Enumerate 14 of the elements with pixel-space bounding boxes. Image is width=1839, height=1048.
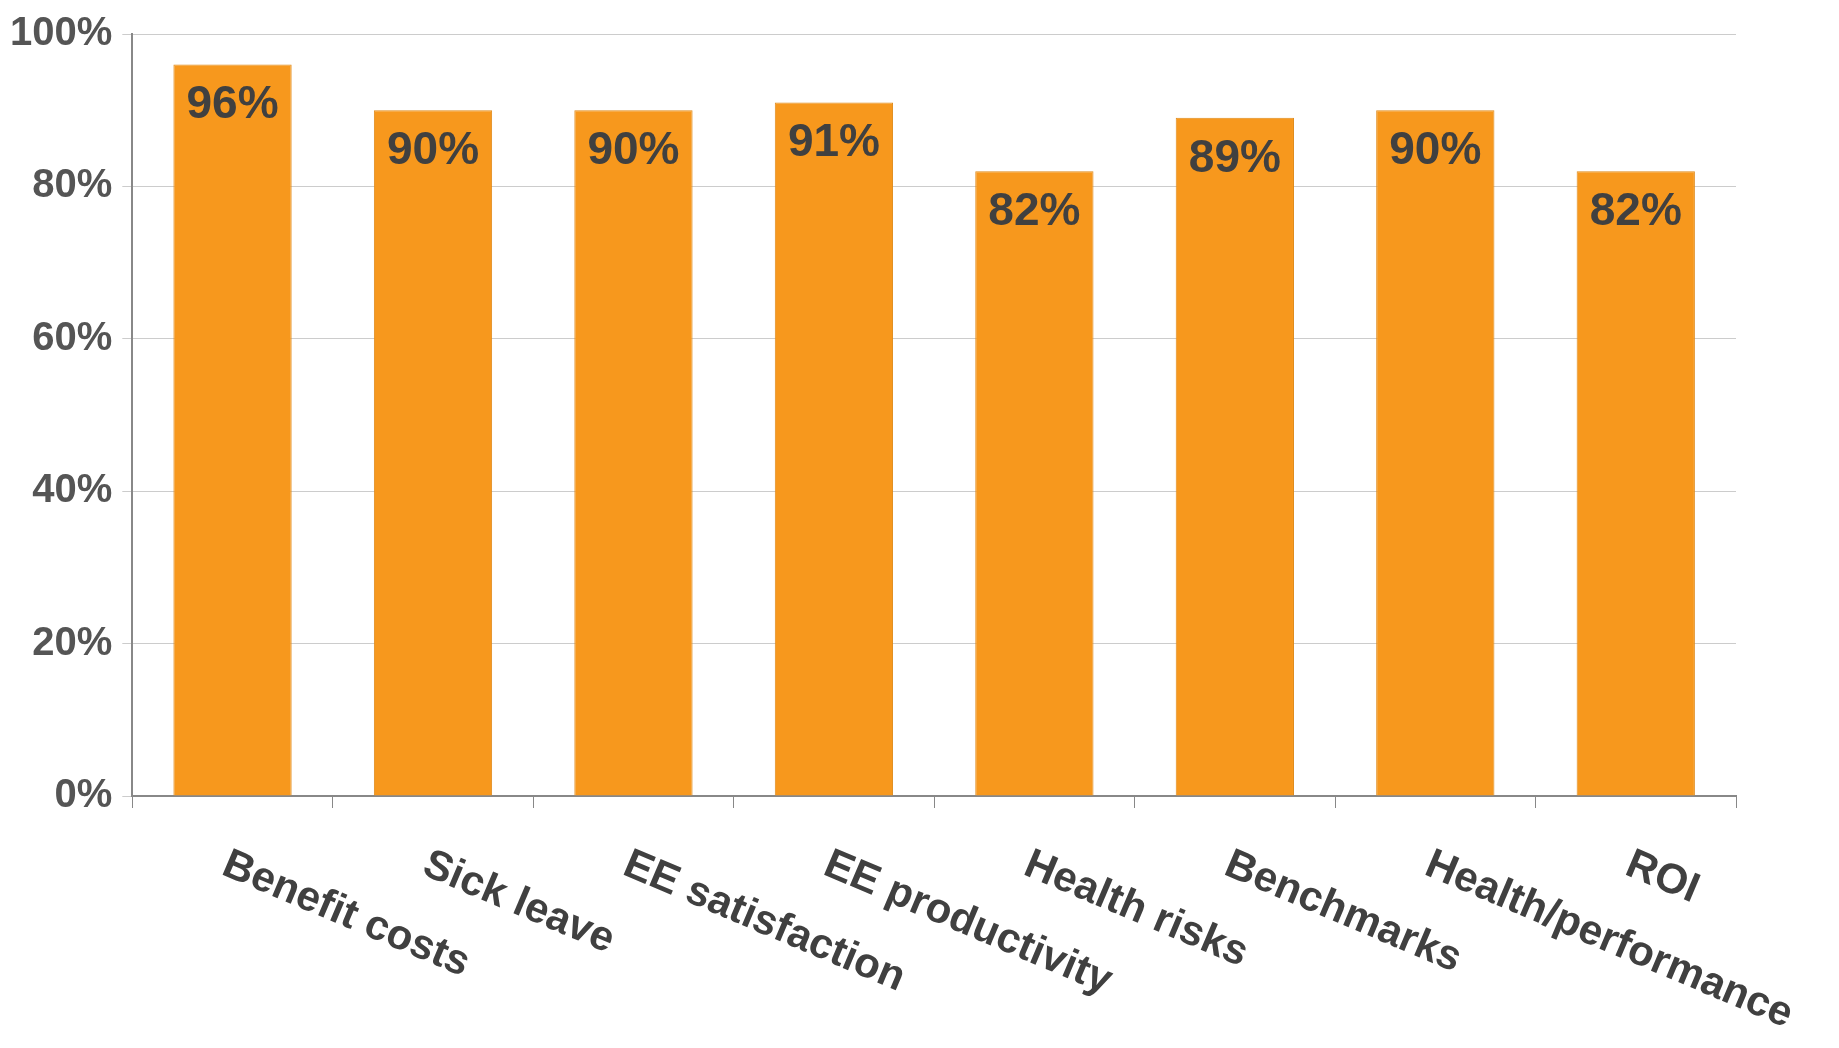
y-tick-label: 100% <box>9 9 113 54</box>
y-tick-label: 0% <box>54 771 113 816</box>
data-label: 96% <box>186 76 279 129</box>
y-tick-label: 60% <box>32 313 113 358</box>
y-tick-label: 20% <box>32 618 113 663</box>
data-label: 90% <box>1389 121 1482 174</box>
y-tick-label: 80% <box>32 161 113 206</box>
y-tick-label: 40% <box>32 466 113 511</box>
data-label: 90% <box>386 121 480 174</box>
data-label: 82% <box>1589 182 1682 235</box>
data-label: 90% <box>587 121 680 174</box>
data-label: 91% <box>787 114 880 167</box>
data-label: 82% <box>988 182 1081 235</box>
data-label: 89% <box>1188 129 1281 182</box>
